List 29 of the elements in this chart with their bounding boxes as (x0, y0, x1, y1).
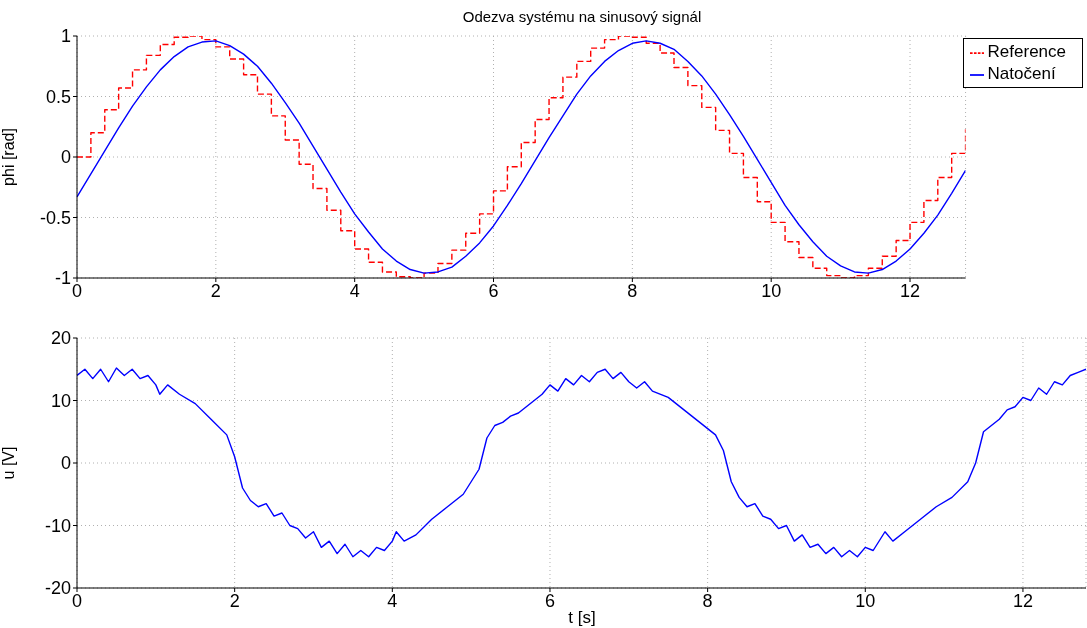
y-tick-label: 20 (50, 328, 71, 349)
y-tick-label: 10 (50, 390, 71, 411)
line-series (77, 367, 1086, 558)
y-axis-title: u [V] (0, 446, 17, 480)
y-tick-label: 0 (60, 147, 71, 168)
x-tick-label: 6 (544, 590, 555, 611)
y-tick-label: -10 (44, 515, 71, 536)
x-tick-label: 8 (702, 590, 713, 611)
chart-title: Odezva systému na sinusový signál (461, 8, 703, 25)
x-tick-label: 6 (488, 280, 499, 301)
legend-label: Natočení (987, 64, 1056, 83)
x-tick-label: 10 (761, 280, 782, 301)
x-tick-label: 12 (900, 280, 921, 301)
x-tick-label: 4 (387, 590, 398, 611)
y-tick-label: -1 (54, 268, 71, 289)
y-axis-title: phi [rad] (0, 128, 17, 186)
x-tick-label: 2 (229, 590, 240, 611)
y-tick-label: -20 (44, 578, 71, 599)
y-tick-label: 1 (60, 26, 71, 47)
x-tick-label: 10 (855, 590, 876, 611)
y-tick-label: -0.5 (39, 207, 71, 228)
y-tick-label: 0.5 (45, 86, 71, 107)
x-tick-label: 12 (1012, 590, 1033, 611)
x-tick-label: 4 (349, 280, 360, 301)
legend-label: Reference (987, 42, 1066, 61)
y-tick-label: 0 (60, 453, 71, 474)
x-axis-title: t [s] (568, 608, 596, 627)
x-tick-label: 2 (210, 280, 221, 301)
x-tick-label: 8 (627, 280, 638, 301)
